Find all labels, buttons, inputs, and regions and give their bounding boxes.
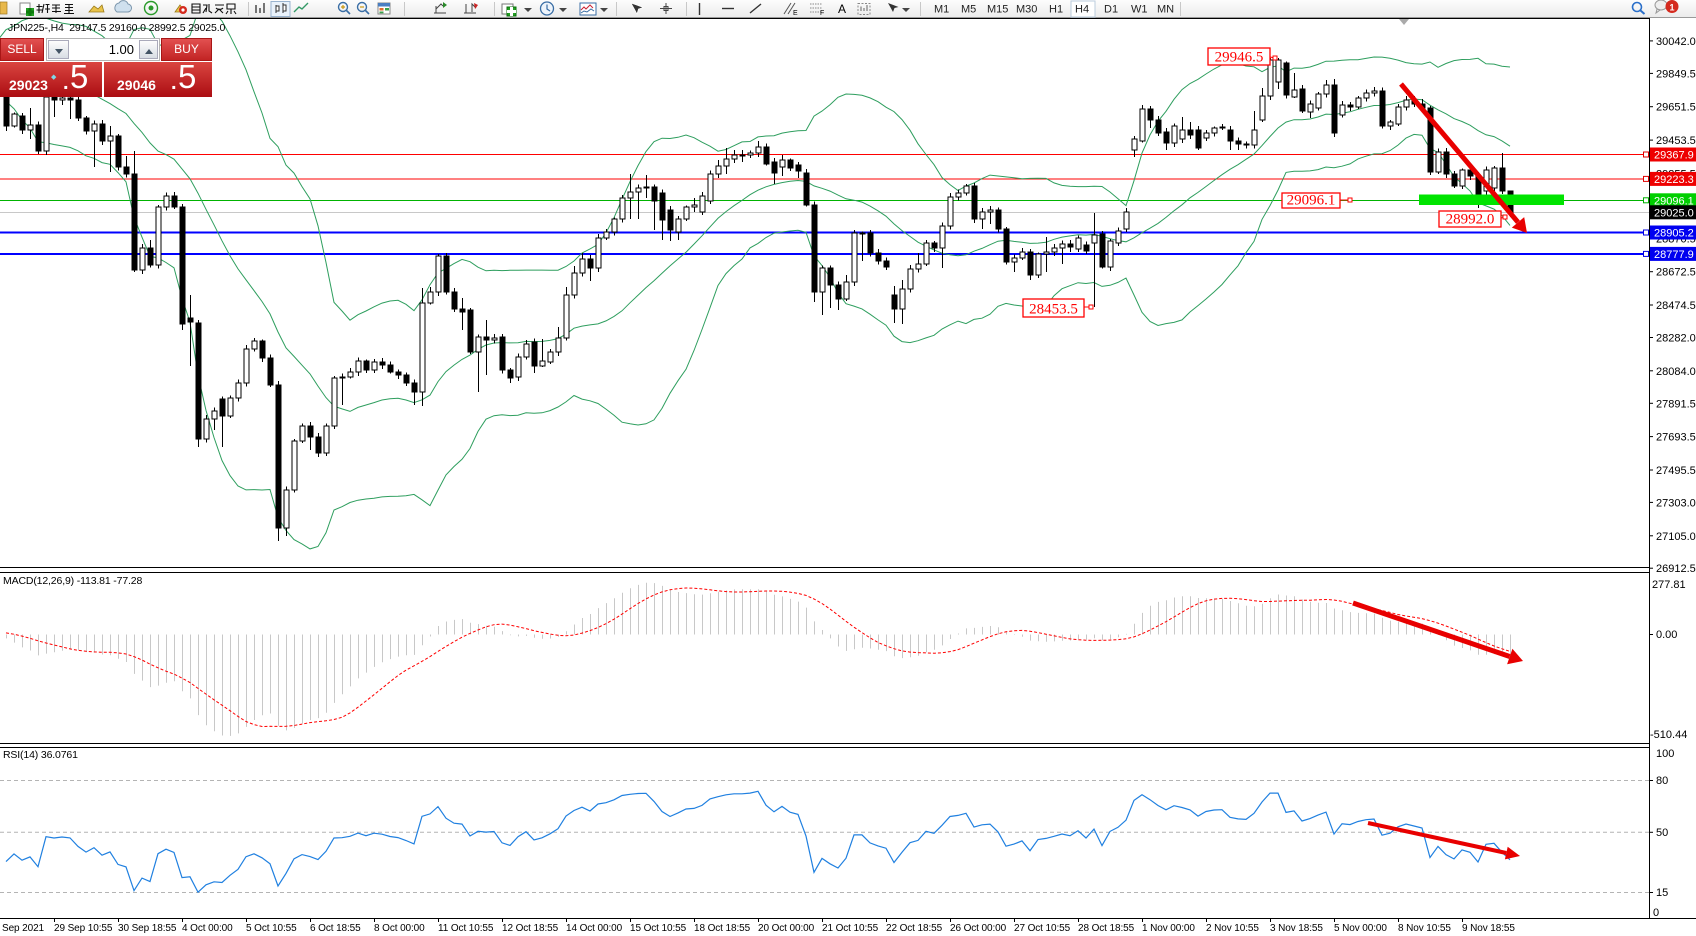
svg-text:M15: M15 (987, 4, 1008, 16)
svg-text:21 Oct 10:55: 21 Oct 10:55 (822, 923, 879, 934)
svg-text:A: A (838, 2, 846, 16)
svg-text:8 Nov 10:55: 8 Nov 10:55 (1398, 923, 1451, 934)
svg-text:H1: H1 (1049, 4, 1063, 16)
svg-text:W1: W1 (1131, 4, 1148, 16)
svg-text:11 Oct 10:55: 11 Oct 10:55 (438, 923, 494, 934)
svg-text:27105.0: 27105.0 (1656, 531, 1696, 543)
svg-text:27303.0: 27303.0 (1656, 497, 1696, 509)
svg-text:MACD(12,26,9) -113.81 -77.28: MACD(12,26,9) -113.81 -77.28 (3, 575, 142, 587)
svg-text:29096.1: 29096.1 (1654, 196, 1694, 208)
svg-text:28282.0: 28282.0 (1656, 333, 1696, 345)
svg-text:RSI(14) 36.0761: RSI(14) 36.0761 (3, 749, 78, 761)
svg-text:E: E (793, 10, 798, 17)
svg-text:28084.0: 28084.0 (1656, 366, 1696, 378)
svg-text:18 Oct 18:55: 18 Oct 18:55 (694, 923, 751, 934)
svg-text:29367.9: 29367.9 (1654, 150, 1694, 162)
svg-text:JPN225-,H4 29147.5 29160.0 28: JPN225-,H4 29147.5 29160.0 28992.5 29025… (8, 22, 225, 34)
svg-text:27 Oct 10:55: 27 Oct 10:55 (1014, 923, 1071, 934)
svg-text:27495.5: 27495.5 (1656, 465, 1696, 477)
svg-text:6 Oct 18:55: 6 Oct 18:55 (310, 923, 361, 934)
svg-text:M1: M1 (934, 4, 949, 16)
svg-text:D1: D1 (1104, 4, 1118, 16)
svg-text:M30: M30 (1016, 4, 1037, 16)
svg-text:F: F (820, 10, 824, 17)
svg-text:28474.5: 28474.5 (1656, 300, 1696, 312)
svg-text:80: 80 (1656, 775, 1668, 787)
svg-text:28672.5: 28672.5 (1656, 267, 1696, 279)
svg-text:30 Sep 18:55: 30 Sep 18:55 (118, 923, 177, 934)
svg-text:1: 1 (1670, 3, 1675, 13)
svg-text:28453.5: 28453.5 (1029, 302, 1078, 318)
svg-text:12 Oct 18:55: 12 Oct 18:55 (502, 923, 559, 934)
svg-text:29453.5: 29453.5 (1656, 135, 1696, 147)
svg-text:28992.0: 28992.0 (1446, 212, 1495, 228)
svg-text:29946.5: 29946.5 (1215, 50, 1264, 66)
svg-text:22 Oct 18:55: 22 Oct 18:55 (886, 923, 943, 934)
svg-text:29849.5: 29849.5 (1656, 68, 1696, 80)
svg-text:15 Oct 10:55: 15 Oct 10:55 (630, 923, 687, 934)
svg-text:-510.44: -510.44 (1650, 729, 1687, 741)
svg-text:5 Nov 00:00: 5 Nov 00:00 (1334, 923, 1387, 934)
svg-text:26 Oct 00:00: 26 Oct 00:00 (950, 923, 1007, 934)
svg-text:3 Nov 18:55: 3 Nov 18:55 (1270, 923, 1323, 934)
svg-text:27891.5: 27891.5 (1656, 398, 1696, 410)
svg-text:M5: M5 (961, 4, 976, 16)
svg-text:28777.9: 28777.9 (1654, 249, 1694, 261)
svg-text:5 Oct 10:55: 5 Oct 10:55 (246, 923, 297, 934)
svg-text:100: 100 (1656, 748, 1674, 760)
svg-text:29096.1: 29096.1 (1287, 193, 1336, 209)
svg-text:Sep 2021: Sep 2021 (2, 923, 45, 934)
svg-text:MN: MN (1157, 4, 1174, 16)
svg-text:29651.5: 29651.5 (1656, 102, 1696, 114)
svg-text:15: 15 (1656, 887, 1668, 899)
svg-text:27693.5: 27693.5 (1656, 432, 1696, 444)
svg-text:30042.0: 30042.0 (1656, 36, 1696, 48)
svg-text:28905.2: 28905.2 (1654, 228, 1694, 240)
svg-text:26912.5: 26912.5 (1656, 563, 1696, 575)
svg-text:4 Oct 00:00: 4 Oct 00:00 (182, 923, 233, 934)
svg-text:H4: H4 (1075, 4, 1089, 16)
svg-text:29223.3: 29223.3 (1654, 174, 1694, 186)
svg-text:8 Oct 00:00: 8 Oct 00:00 (374, 923, 425, 934)
svg-text:29025.0: 29025.0 (1654, 208, 1694, 220)
svg-text:50: 50 (1656, 827, 1668, 839)
svg-text:9 Nov 18:55: 9 Nov 18:55 (1462, 923, 1515, 934)
svg-text:29 Sep 10:55: 29 Sep 10:55 (54, 923, 113, 934)
svg-text:20 Oct 00:00: 20 Oct 00:00 (758, 923, 815, 934)
svg-text:14 Oct 00:00: 14 Oct 00:00 (566, 923, 623, 934)
svg-text:0.00: 0.00 (1656, 629, 1677, 641)
svg-text:2 Nov 10:55: 2 Nov 10:55 (1206, 923, 1259, 934)
svg-text:1 Nov 00:00: 1 Nov 00:00 (1142, 923, 1195, 934)
svg-text:28 Oct 18:55: 28 Oct 18:55 (1078, 923, 1135, 934)
svg-text:277.81: 277.81 (1652, 579, 1686, 591)
svg-text:0: 0 (1653, 907, 1659, 919)
